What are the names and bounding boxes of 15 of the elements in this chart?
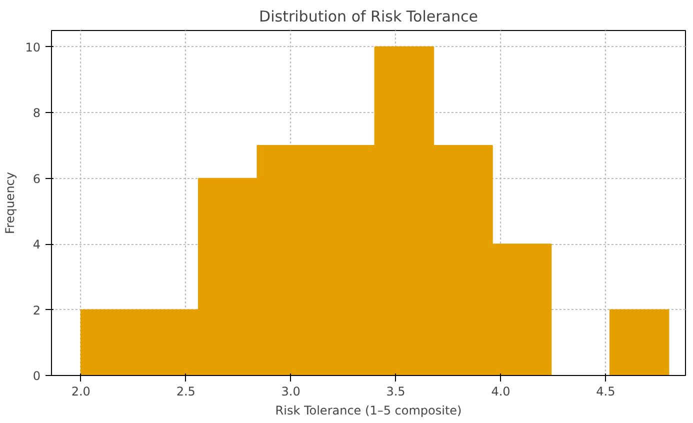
y-tick-label: 4 bbox=[32, 238, 41, 252]
y-tick-label: 0 bbox=[32, 369, 41, 383]
chart-title: Distribution of Risk Tolerance bbox=[259, 8, 478, 26]
x-tick-label: 3.5 bbox=[386, 384, 406, 398]
x-tick-label: 4.5 bbox=[596, 384, 616, 398]
x-tick-label: 4.0 bbox=[491, 384, 510, 398]
x-axis-title: Risk Tolerance (1–5 composite) bbox=[275, 404, 462, 418]
x-tick-label: 2.5 bbox=[176, 384, 196, 398]
x-tick-label: 2.0 bbox=[71, 384, 90, 398]
x-tick-label: 3.0 bbox=[281, 384, 300, 398]
y-tick-label: 2 bbox=[32, 303, 41, 318]
y-tick-label: 10 bbox=[25, 40, 41, 54]
y-axis-title: Frequency bbox=[3, 172, 18, 234]
y-tick-label: 8 bbox=[32, 106, 41, 120]
y-tick-label: 6 bbox=[32, 172, 41, 186]
